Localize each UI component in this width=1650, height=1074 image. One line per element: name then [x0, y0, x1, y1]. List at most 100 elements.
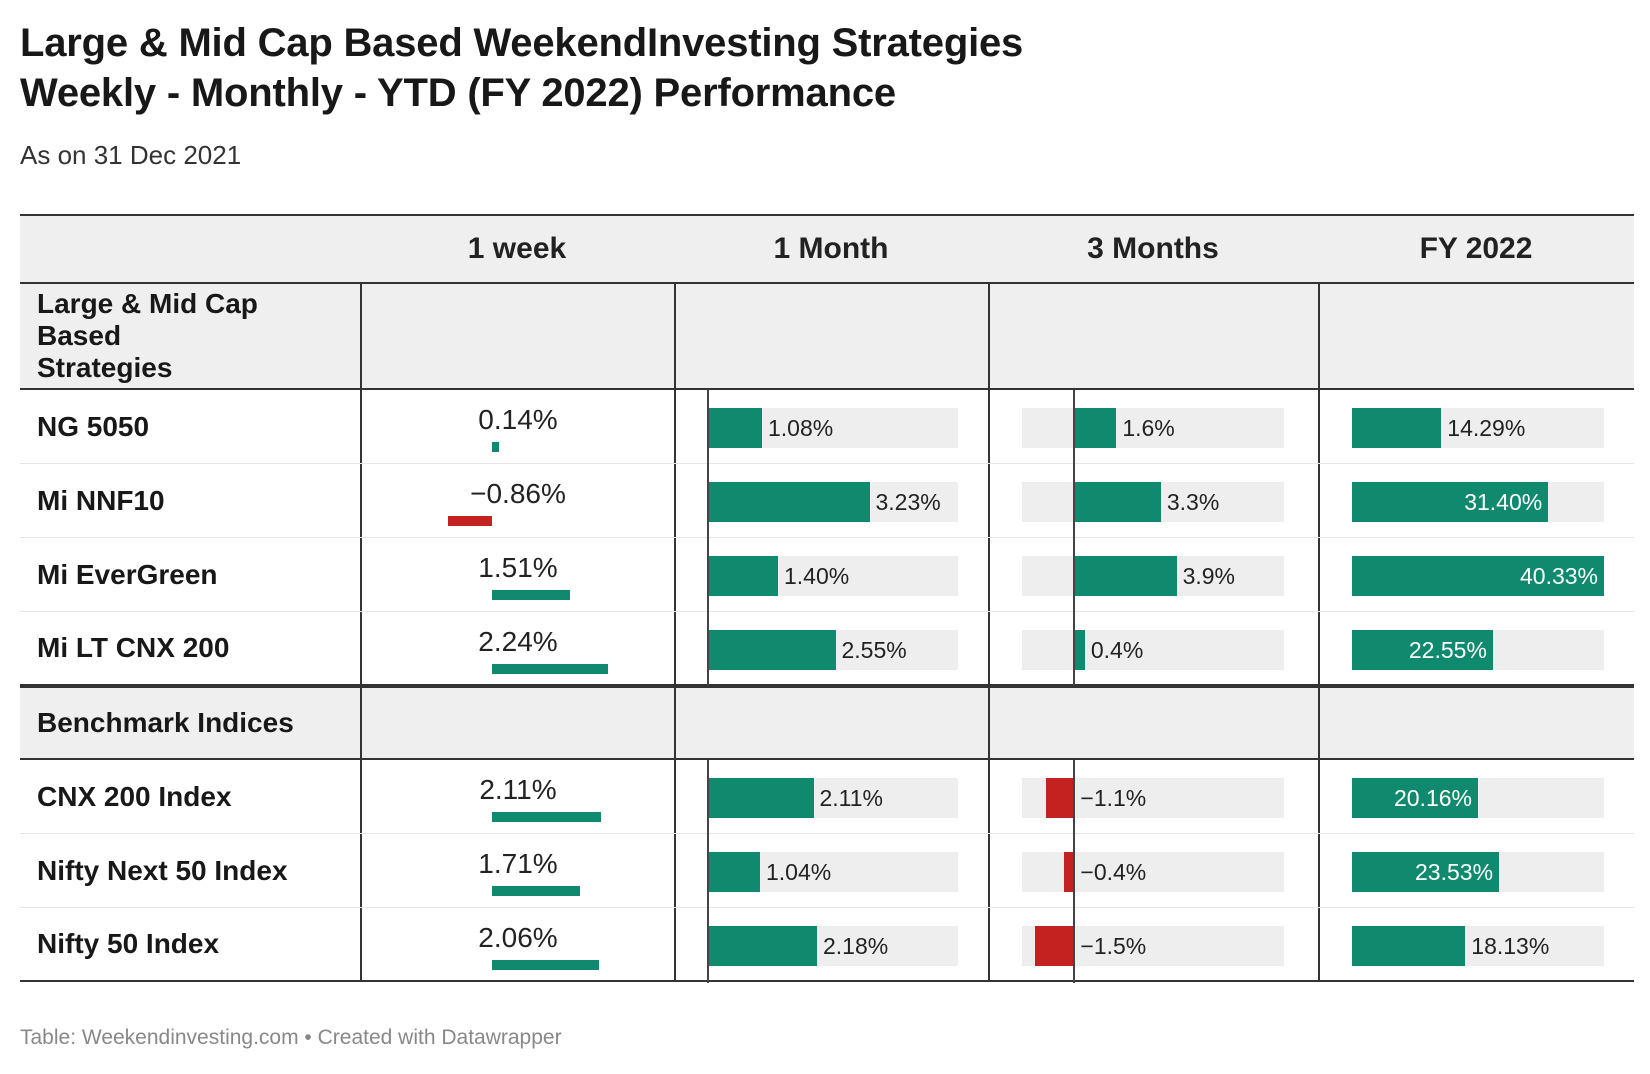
- month-zero-line: [707, 908, 709, 983]
- fy-cell: 40.33%: [1318, 538, 1634, 611]
- fy-track: 22.55%: [1352, 630, 1604, 670]
- three_month-value: −0.4%: [1080, 859, 1147, 885]
- month-value: 3.23%: [875, 489, 941, 515]
- week-cell: 1.71%: [360, 834, 674, 907]
- week-cell: 1.51%: [360, 538, 674, 611]
- three_month-bar: [1063, 852, 1075, 892]
- month-cell: 1.40%: [674, 538, 988, 613]
- fy-value: 20.16%: [1393, 785, 1472, 811]
- week-cell: 2.24%: [360, 612, 674, 684]
- three_month-zero-line: [1073, 390, 1076, 465]
- header-3-months[interactable]: 3 Months: [1087, 232, 1219, 265]
- table-row[interactable]: Mi NNF10 −0.86% 3.23% 3.3% 31.40%: [20, 464, 1634, 539]
- table-row[interactable]: Mi LT CNX 200 2.24% 2.55% 0.4% 22.55%: [20, 612, 1634, 687]
- month-track: 1.04%: [707, 834, 958, 909]
- table-body: Large & Mid Cap Based Strategies NG 5050 0…: [20, 284, 1634, 983]
- section-empty-cell: [674, 284, 988, 388]
- three_month-track: 3.3%: [1022, 464, 1284, 539]
- fy-value: 23.53%: [1415, 859, 1494, 885]
- three_month-cell: −0.4%: [988, 834, 1318, 909]
- fy-track: 20.16%: [1352, 778, 1604, 818]
- three_month-bar: [1074, 556, 1177, 596]
- week-value: 1.71%: [478, 848, 558, 879]
- fy-bar: [1352, 408, 1442, 448]
- month-value: 1.08%: [768, 415, 834, 441]
- table-row[interactable]: CNX 200 Index 2.11% 2.11% −1.1% 20.16%: [20, 760, 1634, 835]
- section-empty-cell: [360, 284, 674, 388]
- month-track: 2.11%: [707, 760, 958, 835]
- fy-value: 18.13%: [1471, 933, 1550, 959]
- fy-cell: 23.53%: [1318, 834, 1634, 907]
- three_month-value: 3.3%: [1166, 489, 1220, 515]
- three_month-bar: [1074, 482, 1161, 522]
- three_month-zero-line: [1073, 612, 1076, 687]
- table-row[interactable]: Nifty 50 Index 2.06% 2.18% −1.5% 18.13%: [20, 908, 1634, 983]
- row-name: CNX 200 Index: [37, 780, 232, 812]
- header-1-week[interactable]: 1 week: [467, 232, 567, 265]
- three_month-bar: [1045, 778, 1075, 818]
- section-empty-cell: [988, 284, 1318, 388]
- fy-bar: [1352, 852, 1500, 892]
- section-row: Large & Mid Cap Based Strategies: [20, 284, 1634, 390]
- table-row[interactable]: NG 5050 0.14% 1.08% 1.6% 14.29%: [20, 390, 1634, 465]
- three_month-bar: [1035, 926, 1075, 966]
- month-zero-line: [707, 390, 709, 465]
- fy-cell: 14.29%: [1318, 390, 1634, 463]
- fy-cell: 22.55%: [1318, 612, 1634, 684]
- month-bar: [708, 852, 760, 892]
- three_month-bar: [1074, 630, 1085, 670]
- fy-cell: 31.40%: [1318, 464, 1634, 537]
- row-name: Mi NNF10: [37, 484, 165, 516]
- week-cell: 2.11%: [360, 760, 674, 833]
- three_month-value: 0.4%: [1090, 637, 1144, 663]
- fy-value: 40.33%: [1519, 563, 1598, 589]
- header-fy-2022[interactable]: FY 2022: [1419, 232, 1533, 265]
- month-zero-line: [707, 612, 709, 687]
- section-empty-cell: [360, 688, 674, 758]
- three_month-value: 3.9%: [1182, 563, 1236, 589]
- fy-cell: 20.16%: [1318, 760, 1634, 833]
- month-bar: [708, 408, 762, 448]
- table-header: 1 week 1 Month 3 Months FY 2022: [20, 214, 1634, 284]
- month-zero-line: [707, 834, 709, 909]
- fy-bar: [1352, 778, 1478, 818]
- month-bar: [708, 630, 836, 670]
- header-blank: [20, 216, 360, 282]
- fy-track: 40.33%: [1352, 556, 1604, 596]
- three_month-value: 1.6%: [1122, 415, 1175, 441]
- month-value: 2.55%: [841, 637, 907, 663]
- section-label: Benchmark Indices: [37, 707, 294, 738]
- three_month-value: −1.1%: [1080, 785, 1147, 811]
- week-value: 2.11%: [479, 774, 557, 805]
- three_month-zero-line: [1073, 464, 1076, 539]
- week-value: 1.51%: [478, 552, 558, 583]
- title-line-2: Weekly - Monthly - YTD (FY 2022) Perform…: [20, 71, 896, 115]
- week-bar: [492, 886, 581, 896]
- table-row[interactable]: Mi EverGreen 1.51% 1.40% 3.9% 40.33%: [20, 538, 1634, 613]
- three_month-cell: 3.9%: [988, 538, 1318, 613]
- fy-cell: 18.13%: [1318, 908, 1634, 980]
- fy-bar: [1352, 926, 1466, 966]
- section-empty-cell: [674, 688, 988, 758]
- month-zero-line: [707, 464, 709, 539]
- three_month-zero-line: [1073, 834, 1076, 909]
- month-cell: 1.04%: [674, 834, 988, 909]
- month-track: 2.18%: [707, 908, 958, 983]
- month-track: 1.40%: [707, 538, 958, 613]
- three_month-track: 1.6%: [1022, 390, 1284, 465]
- fy-bar: [1352, 630, 1493, 670]
- fy-track: 23.53%: [1352, 852, 1604, 892]
- section-label: Large & Mid Cap Based Strategies: [37, 288, 258, 383]
- month-value: 2.11%: [819, 785, 884, 811]
- fy-track: 18.13%: [1352, 926, 1604, 966]
- fy-value: 14.29%: [1447, 415, 1526, 441]
- row-name: NG 5050: [37, 410, 150, 442]
- month-cell: 3.23%: [674, 464, 988, 539]
- week-value: 2.24%: [478, 626, 558, 657]
- month-bar: [708, 926, 817, 966]
- table-row[interactable]: Nifty Next 50 Index 1.71% 1.04% −0.4% 23.53%: [20, 834, 1634, 909]
- section-empty-cell: [988, 688, 1318, 758]
- week-cell: 0.14%: [360, 390, 674, 463]
- header-1-month[interactable]: 1 Month: [773, 232, 889, 265]
- week-value: −0.86%: [470, 478, 566, 509]
